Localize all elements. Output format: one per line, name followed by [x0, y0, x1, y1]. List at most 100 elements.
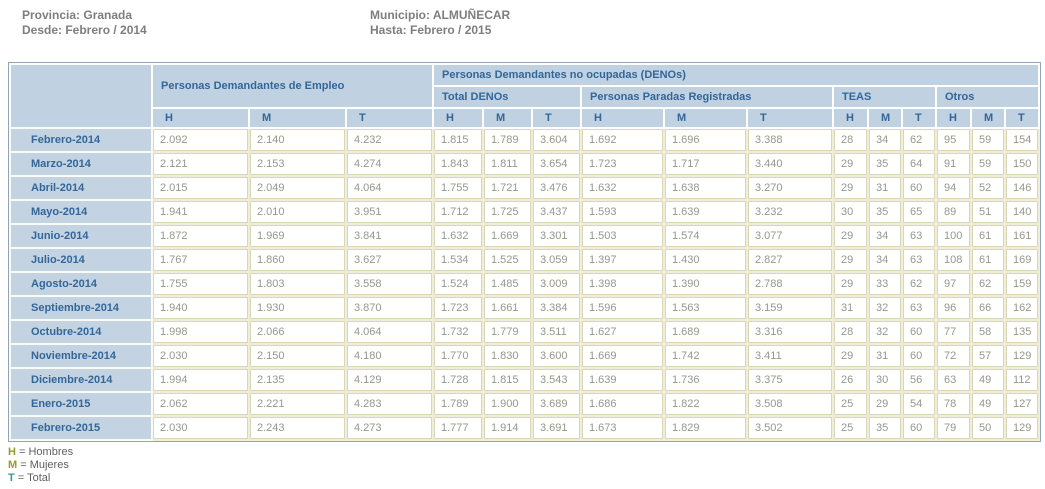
group-header-empleo: Personas Demandantes de Empleo	[153, 65, 432, 107]
value-cell: 1.872	[153, 225, 248, 247]
value-cell: 1.811	[484, 153, 531, 175]
value-cell: 1.503	[582, 225, 663, 247]
table-row: Julio-2014 1.767 1.860 3.627 1.534 1.525 3.059…	[11, 249, 1039, 271]
table-row: Septiembre-2014 1.940 1.930 3.870 1.723 1.661…	[11, 297, 1039, 319]
value-cell: 3.502	[748, 417, 832, 439]
legend-text: = Mujeres	[17, 459, 69, 471]
value-cell: 3.159	[748, 297, 832, 319]
value-cell: 78	[937, 393, 970, 415]
table-row: Agosto-2014 1.755 1.803 3.558 1.524 1.485 3.00…	[11, 273, 1039, 295]
legend-key: H	[8, 446, 16, 458]
table-row: Noviembre-2014 2.030 2.150 4.180 1.770 1.830 3…	[11, 345, 1039, 367]
legend-text: = Total	[14, 472, 51, 484]
value-cell: 26	[834, 369, 867, 391]
value-cell: 63	[903, 249, 935, 271]
value-cell: 100	[937, 225, 970, 247]
value-cell: 1.728	[434, 369, 482, 391]
table-row: Mayo-2014 1.941 2.010 3.951 1.712 1.725 3.437 1…	[11, 201, 1039, 223]
municipio-label: Municipio: ALMUÑECAR	[370, 8, 511, 22]
month-cell: Diciembre-2014	[11, 369, 151, 391]
value-cell: 50	[972, 417, 1004, 439]
corner-cell	[11, 65, 151, 127]
value-cell: 66	[972, 297, 1004, 319]
value-cell: 1.639	[582, 369, 663, 391]
value-cell: 1.397	[582, 249, 663, 271]
value-cell: 31	[834, 297, 867, 319]
value-cell: 25	[834, 417, 867, 439]
value-cell: 35	[869, 417, 901, 439]
value-cell: 32	[869, 321, 901, 343]
value-cell: 3.440	[748, 153, 832, 175]
value-cell: 1.593	[582, 201, 663, 223]
value-cell: 1.398	[582, 273, 663, 295]
value-cell: 129	[1006, 417, 1039, 439]
value-cell: 2.121	[153, 153, 248, 175]
value-cell: 4.283	[347, 393, 432, 415]
hmt-header: T	[748, 109, 832, 127]
value-cell: 29	[834, 177, 867, 199]
value-cell: 1.969	[250, 225, 345, 247]
value-cell: 161	[1006, 225, 1039, 247]
value-cell: 1.742	[665, 345, 746, 367]
value-cell: 1.632	[582, 177, 663, 199]
value-cell: 1.669	[582, 345, 663, 367]
value-cell: 3.689	[533, 393, 580, 415]
month-cell: Septiembre-2014	[11, 297, 151, 319]
table-row: Febrero-2014 2.092 2.140 4.232 1.815 1.789 3.6…	[11, 129, 1039, 151]
value-cell: 58	[972, 321, 1004, 343]
value-cell: 96	[937, 297, 970, 319]
value-cell: 3.558	[347, 273, 432, 295]
value-cell: 30	[834, 201, 867, 223]
value-cell: 59	[972, 153, 1004, 175]
value-cell: 60	[903, 321, 935, 343]
subgroup-header-2: TEAS	[834, 87, 935, 107]
value-cell: 1.574	[665, 225, 746, 247]
value-cell: 1.696	[665, 129, 746, 151]
table-row: Octubre-2014 1.998 2.066 4.064 1.732 1.779 3.5…	[11, 321, 1039, 343]
value-cell: 1.673	[582, 417, 663, 439]
hmt-header: H	[834, 109, 867, 127]
value-cell: 135	[1006, 321, 1039, 343]
value-cell: 3.232	[748, 201, 832, 223]
value-cell: 3.627	[347, 249, 432, 271]
value-cell: 1.789	[484, 129, 531, 151]
hmt-header: M	[484, 109, 531, 127]
hmt-header: M	[250, 109, 345, 127]
value-cell: 1.627	[582, 321, 663, 343]
value-cell: 1.843	[434, 153, 482, 175]
value-cell: 1.723	[434, 297, 482, 319]
value-cell: 3.600	[533, 345, 580, 367]
value-cell: 1.661	[484, 297, 531, 319]
month-cell: Octubre-2014	[11, 321, 151, 343]
value-cell: 2.049	[250, 177, 345, 199]
value-cell: 1.686	[582, 393, 663, 415]
value-cell: 1.639	[665, 201, 746, 223]
value-cell: 3.384	[533, 297, 580, 319]
month-cell: Noviembre-2014	[11, 345, 151, 367]
value-cell: 3.375	[748, 369, 832, 391]
value-cell: 3.316	[748, 321, 832, 343]
value-cell: 51	[972, 201, 1004, 223]
value-cell: 2.092	[153, 129, 248, 151]
value-cell: 3.543	[533, 369, 580, 391]
value-cell: 4.180	[347, 345, 432, 367]
value-cell: 63	[903, 297, 935, 319]
legend-line: H = Hombres	[8, 446, 73, 459]
value-cell: 1.524	[434, 273, 482, 295]
value-cell: 57	[972, 345, 1004, 367]
value-cell: 4.274	[347, 153, 432, 175]
value-cell: 61	[972, 225, 1004, 247]
hmt-header: T	[347, 109, 432, 127]
demandantes-table: Personas Demandantes de Empleo Personas …	[8, 62, 1042, 442]
hmt-header: T	[1006, 109, 1039, 127]
value-cell: 1.725	[484, 201, 531, 223]
value-cell: 1.822	[665, 393, 746, 415]
value-cell: 28	[834, 321, 867, 343]
value-cell: 1.563	[665, 297, 746, 319]
value-cell: 1.815	[484, 369, 531, 391]
value-cell: 94	[937, 177, 970, 199]
value-cell: 3.270	[748, 177, 832, 199]
value-cell: 2.135	[250, 369, 345, 391]
value-cell: 1.777	[434, 417, 482, 439]
value-cell: 32	[869, 297, 901, 319]
